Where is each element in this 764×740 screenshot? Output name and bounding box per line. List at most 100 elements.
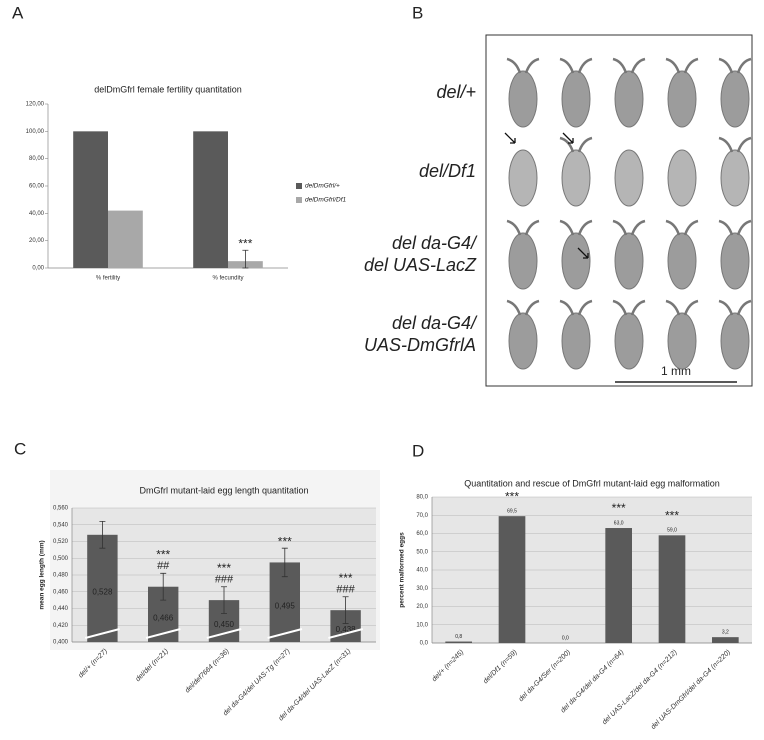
y-tick-label: 80,0 — [416, 495, 428, 501]
egg-filament — [559, 219, 593, 236]
egg — [561, 312, 591, 370]
error-bar — [221, 586, 227, 614]
bar — [605, 528, 632, 643]
value-label: 3,2 — [722, 629, 729, 635]
arrow — [562, 132, 574, 144]
y-tick-label: 0,520 — [53, 539, 69, 545]
x-tick-label: del/def7664 (n=36) — [184, 648, 231, 695]
significance: ## — [157, 560, 170, 572]
egg — [508, 232, 538, 290]
bar — [108, 210, 143, 268]
x-tick-label: del da-G4/del UAS-LacZ (n=31) — [278, 648, 353, 723]
egg — [508, 70, 538, 128]
y-tick-label: 20,0 — [416, 604, 428, 610]
legend-label: delDmGfrl/Df1 — [305, 197, 347, 204]
error-bar — [242, 249, 249, 269]
egg — [508, 149, 538, 207]
arrow — [504, 132, 516, 144]
y-tick-label: 100,00 — [26, 129, 45, 135]
value-label: 0,528 — [92, 588, 113, 597]
arrow — [577, 247, 589, 259]
value-label: 0,466 — [153, 613, 174, 622]
x-tick-label: del/+ (n=27) — [77, 648, 109, 680]
value-label: 0,438 — [336, 625, 357, 634]
y-tick-label: 60,0 — [416, 531, 428, 537]
y-tick-label: 80,00 — [29, 156, 45, 162]
bar — [712, 637, 739, 643]
value-label: 69,5 — [507, 508, 517, 514]
egg — [720, 70, 750, 128]
y-tick-label: 50,0 — [416, 549, 428, 555]
y-tick-label: 60,00 — [29, 184, 45, 190]
egg-filament — [559, 57, 593, 74]
egg-filament — [612, 299, 646, 316]
x-tick-label: del/Df1 (n=59) — [482, 649, 518, 685]
row-label: del UAS-LacZ — [364, 255, 477, 275]
error-bar — [160, 572, 167, 601]
x-tick-label: del da-G4/del da-G4 (n=64) — [560, 649, 626, 715]
egg-filament — [506, 219, 540, 236]
egg-filament — [718, 57, 752, 74]
x-tick-label: del/del (n=21) — [135, 648, 170, 683]
egg-filament — [665, 299, 699, 316]
egg — [614, 232, 644, 290]
significance: *** — [339, 571, 353, 585]
significance: ### — [215, 574, 234, 586]
significance: *** — [612, 501, 626, 515]
error-bar — [342, 596, 349, 624]
axis-break — [267, 628, 303, 639]
egg — [561, 149, 591, 207]
chart-title: delDmGfrl female fertility quantitation — [94, 84, 242, 94]
y-tick-label: 120,00 — [26, 102, 45, 108]
y-tick-label: 20,00 — [29, 238, 45, 244]
egg — [720, 149, 750, 207]
value-label: 0,8 — [455, 634, 462, 640]
egg — [561, 70, 591, 128]
bar — [498, 516, 526, 643]
egg-filament — [559, 299, 593, 316]
y-axis-label: mean egg length (mm) — [39, 540, 46, 609]
x-tick-label: del da-G4/del UAS-Tg (n=27) — [222, 648, 291, 717]
panel-letter: C — [14, 439, 26, 458]
y-tick-label: 0,00 — [32, 266, 44, 272]
y-tick-label: 0,400 — [53, 640, 69, 646]
y-tick-label: 0,480 — [53, 573, 69, 579]
axis-break — [328, 628, 364, 639]
significance: *** — [217, 561, 231, 575]
y-tick-label: 0,0 — [420, 641, 429, 647]
significance: *** — [156, 547, 170, 561]
value-label: 0,450 — [214, 620, 235, 629]
egg — [720, 232, 750, 290]
row-label: del da-G4/ — [392, 313, 478, 333]
axis-break — [206, 628, 242, 639]
significance: *** — [278, 534, 292, 548]
significance: *** — [665, 508, 679, 522]
egg-filament — [506, 57, 540, 74]
y-tick-label: 70,0 — [416, 513, 428, 519]
egg — [614, 312, 644, 370]
x-tick-label: % fecundity — [212, 276, 243, 282]
significance: *** — [238, 236, 252, 250]
x-tick-label: del/+ (n=245) — [431, 649, 465, 683]
chart-title: DmGfrl mutant-laid egg length quantitati… — [139, 485, 308, 495]
bar — [193, 131, 228, 268]
egg-filament — [665, 219, 699, 236]
y-tick-label: 0,500 — [53, 556, 69, 562]
x-tick-label: del da-G4/Ser (n=200) — [518, 649, 572, 703]
bar — [87, 534, 118, 642]
egg — [614, 70, 644, 128]
egg — [614, 149, 644, 207]
egg-filament — [612, 219, 646, 236]
error-bar — [99, 521, 106, 549]
y-tick-label: 30,0 — [416, 586, 428, 592]
value-label: 63,0 — [614, 520, 624, 526]
panel-letter: B — [412, 3, 423, 22]
egg — [667, 149, 697, 207]
egg-filament — [718, 299, 752, 316]
value-label: 59,0 — [667, 528, 677, 534]
y-tick-label: 0,440 — [53, 606, 69, 612]
significance: ### — [336, 584, 355, 596]
egg-filament — [665, 57, 699, 74]
error-bar — [281, 547, 288, 578]
row-label: del/Df1 — [419, 161, 476, 181]
